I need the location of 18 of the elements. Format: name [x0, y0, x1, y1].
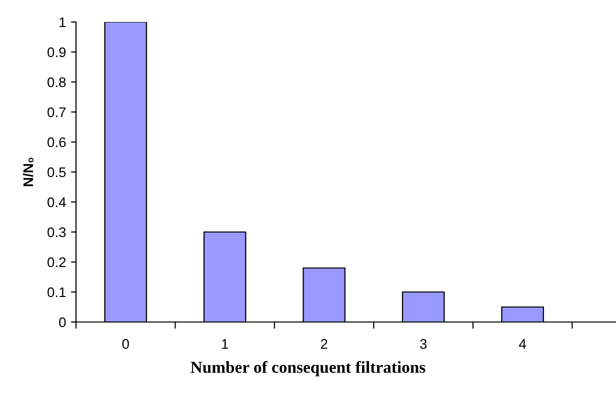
- y-tick-label: 0.6: [48, 137, 66, 148]
- x-tick-label: 4: [519, 339, 526, 349]
- x-tick-label: 1: [222, 339, 228, 349]
- x-tick-label: 2: [320, 339, 328, 349]
- y-tick-label: 0.2: [48, 257, 66, 268]
- y-tick-label: 0.7: [48, 107, 66, 118]
- y-tick-label: 0: [59, 317, 66, 328]
- y-axis-title: N/N₀: [22, 158, 34, 186]
- y-tick-label: 0.3: [48, 227, 66, 238]
- x-tick-label: 3: [420, 339, 427, 349]
- y-tick-label: 1: [60, 17, 66, 28]
- y-tick-label: 0.9: [48, 47, 66, 58]
- x-tick-label: 0: [122, 339, 129, 349]
- y-tick-label: 0.8: [48, 77, 66, 88]
- y-tick-label: 0.5: [48, 167, 66, 178]
- y-tick-label: 0.1: [48, 287, 66, 298]
- x-axis-title: Number of consequent filtrations: [190, 361, 426, 376]
- y-tick-label: 0.4: [48, 197, 66, 208]
